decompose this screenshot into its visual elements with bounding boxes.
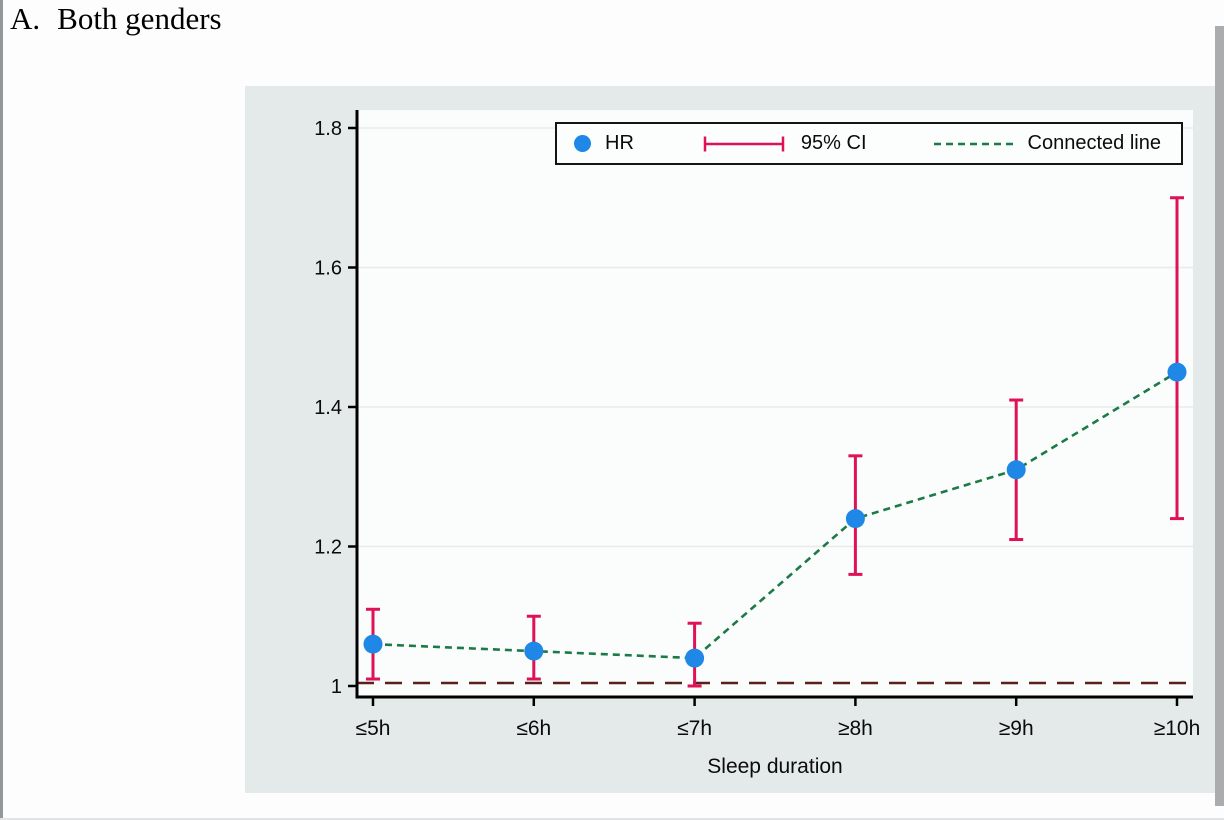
data-point [845,509,865,529]
legend-item-hr: HR [574,132,634,155]
y-tick-label: 1.6 [314,258,342,280]
x-tick-label: ≥8h [838,717,873,740]
panel-label: A. [10,1,41,36]
y-tick-label: 1.2 [314,537,342,559]
hr-forest-chart: 1 1.2 1.4 1.6 1.8 ≤5h ≤6h ≤7h ≥8h ≥9h ≥10h Sleep du… [314,110,1201,778]
plot-area [357,110,1193,697]
connected-line [372,371,1178,660]
chart-legend: HR 95% CI Connected line [555,122,1183,165]
scrollbar[interactable] [1215,26,1224,806]
data-point [524,641,544,661]
x-tick-label: ≥9h [999,717,1034,740]
x-tick-label: ≤5h [356,717,391,740]
window-bottom-edge [0,818,1224,820]
legend-item-ci: 95% CI [701,132,867,155]
ci-errorbar-icon [703,136,785,151]
legend-label-hr: HR [605,132,634,154]
x-tick-label: ≥10h [1154,717,1201,740]
y-tick-label: 1.8 [314,118,342,140]
figure-card: 1 1.2 1.4 1.6 1.8 ≤5h ≤6h ≤7h ≥8h ≥9h ≥10h Sleep du… [245,86,1224,793]
legend-label-ci: 95% CI [800,132,867,154]
legend-label-connected: Connected line [1027,132,1161,154]
hr-marker-icon [574,135,591,152]
x-tick-label: ≤7h [677,717,712,740]
x-axis-title: Sleep duration [707,755,842,778]
data-point [1006,460,1026,480]
legend-item-connected: Connected line [933,132,1161,155]
page-title: A. Both genders [10,0,222,42]
data-point [363,634,383,654]
y-tick-label: 1 [331,676,342,698]
data-point [685,648,705,668]
data-point [1167,362,1187,382]
x-tick-label: ≤6h [516,717,551,740]
panel-title: Both genders [57,1,222,36]
connected-line-icon [933,142,1014,145]
window-left-edge [0,0,3,820]
y-tick-label: 1.4 [314,397,342,419]
